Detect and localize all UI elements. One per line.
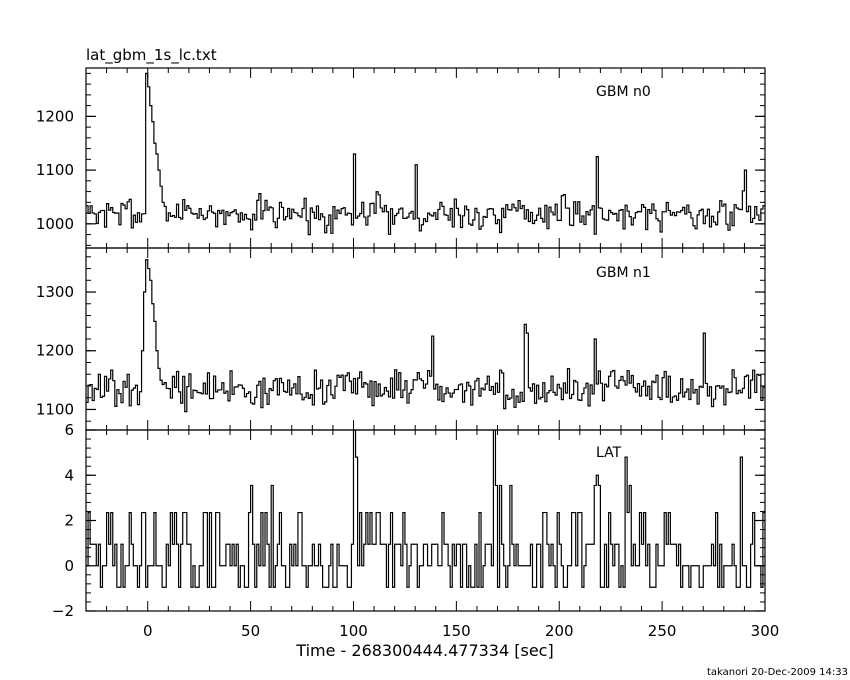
x-tick-label: 250	[648, 622, 677, 640]
y-tick-label: 1300	[36, 283, 74, 301]
plot-frame	[85, 247, 766, 431]
series-line-gbm-n1	[86, 259, 765, 413]
series-gbm-n0	[86, 72, 765, 236]
x-tick-label: 150	[442, 622, 471, 640]
x-axis-label: Time - 268300444.477334 [sec]	[295, 641, 553, 660]
y-tick-label: 4	[64, 466, 74, 484]
y-tick-label: 6	[64, 421, 74, 439]
series-gbm-n1	[86, 259, 765, 413]
y-tick-label: 1200	[36, 342, 74, 360]
axes-lat: −2 0 2 4 6	[52, 421, 766, 620]
x-tick-label: 200	[545, 622, 574, 640]
y-tick-label: 1000	[36, 215, 74, 233]
y-tick-label: 1200	[36, 107, 74, 125]
series-lat	[86, 430, 765, 588]
y-tick-label: 1100	[36, 400, 74, 418]
x-axis: 0 50 100 150 200 250 300	[143, 622, 779, 640]
panel-label-gbm-n0: GBM n0	[596, 84, 651, 100]
chart-title: lat_gbm_1s_lc.txt	[86, 46, 217, 65]
y-tick-label: −2	[52, 602, 74, 620]
plot-frame	[85, 429, 766, 612]
x-tick-label: 50	[241, 622, 260, 640]
panel-label-lat: LAT	[596, 445, 622, 461]
x-tick-label: 0	[143, 622, 153, 640]
y-tick-label: 2	[64, 512, 74, 530]
panel-lat: −2 0 2 4 6 LAT	[52, 421, 766, 620]
panel-gbm-n1: 1100 1200 1300 GBM n1	[36, 247, 766, 431]
panel-gbm-n0: 1000 1100 1200 GBM n0	[36, 67, 766, 249]
series-line-gbm-n0	[86, 72, 765, 236]
footer-credit: takanori 20-Dec-2009 14:33	[707, 667, 848, 678]
x-tick-label: 300	[751, 622, 780, 640]
series-line-lat	[86, 430, 765, 588]
y-tick-label: 0	[64, 557, 74, 575]
y-tick-label: 1100	[36, 161, 74, 179]
axes-gbm-n1: 1100 1200 1300	[36, 247, 766, 431]
panel-label-gbm-n1: GBM n1	[596, 265, 651, 281]
x-tick-label: 100	[339, 622, 368, 640]
